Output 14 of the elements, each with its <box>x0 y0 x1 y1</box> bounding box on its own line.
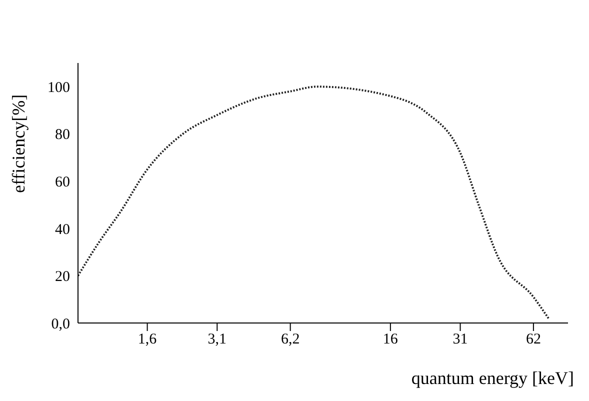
x-tick-label: 31 <box>452 332 468 348</box>
y-axis-title: efficiency[%] <box>8 94 28 193</box>
x-tick-label: 6,2 <box>280 332 300 348</box>
y-tick-label: 80 <box>55 127 70 144</box>
x-tick-label: 3,1 <box>208 332 227 348</box>
y-tick-label: 0,0 <box>51 316 70 332</box>
y-tick-label: 40 <box>55 222 70 238</box>
x-tick-label: 62 <box>526 332 541 348</box>
x-axis-title: quantum energy [keV] <box>411 368 574 388</box>
y-tick-label: 60 <box>55 174 70 191</box>
x-tick-label: 1,6 <box>138 332 158 348</box>
y-tick-label: 20 <box>55 269 70 286</box>
x-tick-label: 16 <box>382 332 398 348</box>
y-tick-label: 100 <box>48 80 70 96</box>
